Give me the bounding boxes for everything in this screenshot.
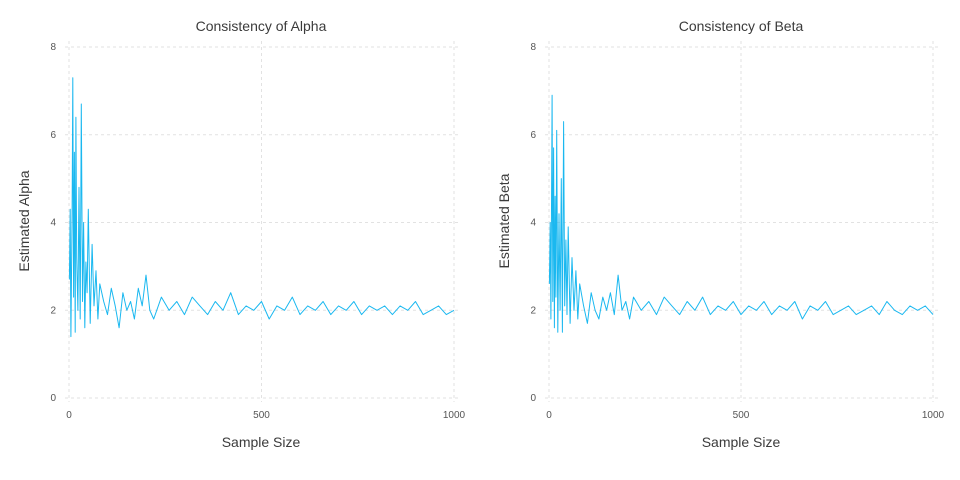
x-axis-label: Sample Size (702, 434, 781, 450)
y-tick-label: 6 (530, 130, 536, 141)
y-tick-label: 2 (50, 305, 56, 316)
series-line (548, 94, 934, 333)
y-axis-label: Estimated Beta (496, 173, 512, 268)
x-tick-label: 1000 (443, 410, 466, 421)
chart-title: Consistency of Beta (679, 18, 804, 34)
y-tick-label: 8 (50, 42, 56, 53)
y-tick-label: 8 (530, 42, 536, 53)
y-tick-label: 2 (530, 305, 536, 316)
beta-chart: Consistency of Beta Sample Size Estimate… (496, 18, 945, 450)
y-tick-label: 4 (50, 218, 56, 229)
y-tick-label: 0 (530, 393, 536, 404)
y-axis-label: Estimated Alpha (16, 170, 32, 271)
y-tick-label: 0 (50, 393, 56, 404)
x-tick-label: 1000 (922, 410, 945, 421)
x-axis-label: Sample Size (222, 434, 301, 450)
y-tick-label: 6 (50, 130, 56, 141)
x-tick-label: 0 (66, 410, 72, 421)
x-tick-label: 500 (733, 410, 750, 421)
alpha-chart: Consistency of Alpha Sample Size Estimat… (16, 18, 466, 450)
series-line (68, 77, 455, 338)
x-tick-label: 500 (253, 410, 270, 421)
y-tick-label: 4 (530, 218, 536, 229)
chart-title: Consistency of Alpha (196, 18, 327, 34)
x-tick-label: 0 (546, 410, 552, 421)
